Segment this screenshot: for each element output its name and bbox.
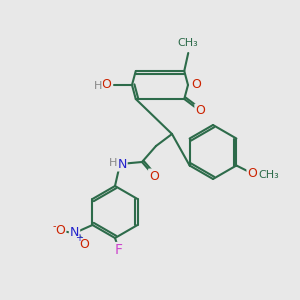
Text: F: F — [115, 243, 123, 257]
Text: CH₃: CH₃ — [258, 170, 279, 181]
Text: H: H — [109, 158, 117, 168]
Text: N: N — [70, 226, 79, 239]
Text: O: O — [56, 224, 65, 238]
Text: O: O — [80, 238, 89, 251]
Text: H: H — [94, 81, 102, 91]
Text: O: O — [248, 167, 257, 180]
Text: O: O — [195, 104, 205, 118]
Text: N: N — [117, 158, 127, 170]
Text: O: O — [191, 79, 201, 92]
Text: +: + — [76, 233, 83, 243]
Text: CH₃: CH₃ — [178, 38, 199, 48]
Text: -: - — [53, 221, 56, 231]
Text: O: O — [101, 79, 111, 92]
Text: O: O — [149, 169, 159, 182]
